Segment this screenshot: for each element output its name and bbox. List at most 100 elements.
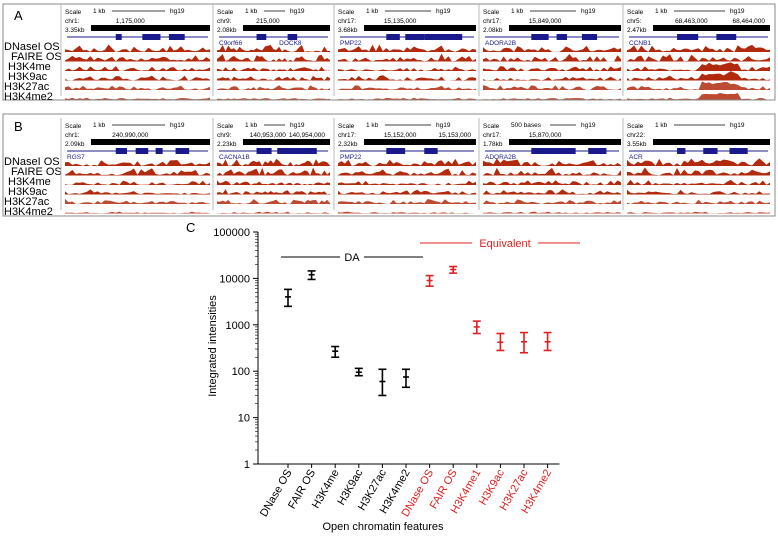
kb-label: 1 kb bbox=[655, 8, 668, 15]
signal-track bbox=[65, 97, 210, 100]
track-height-label: 2.47kb bbox=[627, 27, 647, 34]
genome-label: hg19 bbox=[290, 122, 305, 129]
signal-track bbox=[627, 167, 770, 176]
track-5: Scale chr5: 1 kb hg19 68,463,000 68,464,000 2.… bbox=[622, 4, 770, 100]
signal-track bbox=[65, 168, 210, 176]
error-bar bbox=[520, 331, 528, 354]
track-2: Scale chr9: 1 kb hg19 215,000 2.08kb C9orf66 DO… bbox=[212, 4, 330, 100]
gene-name-2: DOCK8 bbox=[279, 40, 302, 47]
y-tick-label: 100000 bbox=[213, 227, 250, 239]
scale-label: Scale bbox=[627, 123, 644, 130]
signal-track bbox=[65, 180, 210, 185]
exon bbox=[277, 148, 300, 154]
signal-track bbox=[65, 85, 210, 90]
scale-label: Scale bbox=[65, 123, 82, 130]
signal-track bbox=[483, 54, 621, 62]
signal-track bbox=[627, 71, 770, 81]
error-bar bbox=[449, 265, 458, 274]
kb-label: 1 kb bbox=[366, 122, 379, 129]
scale-label: Scale bbox=[65, 9, 82, 16]
signal-track bbox=[483, 66, 621, 71]
gene-name: ACR bbox=[629, 154, 643, 161]
signal-track bbox=[217, 167, 330, 176]
exon bbox=[424, 148, 438, 154]
panel-b-row-labels: DNaseI OS FAIRE OS H3K4me H3K9ac H3K27ac… bbox=[4, 156, 62, 218]
signal-track bbox=[483, 98, 621, 100]
signal-track bbox=[338, 168, 476, 176]
error-bar bbox=[496, 332, 505, 352]
x-axis-label: Open chromatin features bbox=[322, 521, 444, 533]
scale-label: Scale bbox=[338, 123, 355, 130]
signal-track bbox=[217, 199, 330, 204]
signal-track bbox=[627, 93, 770, 100]
panel-c-chart: Integrated intensities Open chromatin fe… bbox=[207, 227, 580, 533]
signal-track bbox=[217, 66, 330, 71]
signal-track bbox=[483, 45, 621, 52]
signal-track bbox=[65, 66, 210, 71]
x-tick-label: DNase OS bbox=[258, 468, 295, 520]
kb-label: 1 kb bbox=[245, 8, 258, 15]
signal-track bbox=[483, 199, 621, 204]
row-label-h3k4me2: H3K4me2 bbox=[4, 206, 53, 218]
chrom-label: chr5: bbox=[627, 18, 642, 25]
chrom-label: chr17: bbox=[338, 132, 356, 139]
equivalent-label: Equivalent bbox=[479, 238, 530, 250]
signal-track bbox=[627, 81, 770, 90]
chrom-label: chr17: bbox=[483, 132, 501, 139]
signal-track bbox=[483, 76, 621, 81]
exon bbox=[531, 148, 554, 154]
track-height-label: 2.09kb bbox=[65, 141, 85, 148]
kb-label: 1 kb bbox=[511, 8, 524, 15]
genome-label: hg19 bbox=[436, 8, 451, 15]
track-height-label: 3.35kb bbox=[65, 27, 85, 34]
gene-name: ADORA2B bbox=[485, 40, 516, 47]
gene-name: C9orf66 bbox=[219, 40, 243, 47]
signal-track bbox=[65, 44, 210, 52]
exon bbox=[175, 148, 190, 154]
exon bbox=[531, 34, 549, 40]
gene-name: CCNB1 bbox=[629, 40, 651, 47]
exon bbox=[256, 34, 267, 40]
exon bbox=[443, 34, 463, 40]
exon bbox=[588, 148, 607, 154]
signal-track bbox=[338, 158, 476, 166]
signal-track bbox=[627, 179, 770, 185]
signal-track bbox=[217, 211, 330, 214]
track-height-label: 2.23kb bbox=[217, 141, 237, 148]
exon bbox=[386, 34, 400, 40]
ruler-bar bbox=[509, 139, 621, 145]
track-height-label: 3.68kb bbox=[338, 27, 358, 34]
signal-track bbox=[627, 189, 770, 195]
kb-label: 500 bases bbox=[511, 122, 542, 129]
exon bbox=[550, 148, 574, 154]
signal-track bbox=[483, 167, 621, 176]
track-1: Scale chr1: 1 kb hg19 240,990,000 2.09kb RGS7 bbox=[60, 118, 210, 214]
gene-name: ADORA2B bbox=[485, 154, 516, 161]
chrom-label: chr17: bbox=[483, 18, 501, 25]
row-label-h3k27ac: H3K27ac bbox=[4, 81, 50, 93]
signal-track bbox=[217, 189, 330, 195]
exon bbox=[256, 148, 272, 154]
genome-label: hg19 bbox=[730, 8, 745, 15]
kb-label: 1 kb bbox=[655, 122, 668, 129]
track-4: Scale chr17: 500 bases hg19 15,870,000 1.78kb… bbox=[478, 118, 621, 214]
genome-label: hg19 bbox=[170, 122, 185, 129]
chrom-label: chr9: bbox=[217, 18, 232, 25]
exon bbox=[287, 34, 298, 40]
exon bbox=[716, 34, 737, 40]
signal-track bbox=[217, 54, 330, 62]
track-height-label: 1.78kb bbox=[483, 141, 503, 148]
exon bbox=[142, 34, 161, 40]
signal-track bbox=[483, 189, 621, 195]
error-bar bbox=[378, 368, 387, 397]
row-label-h3k9ac: H3K9ac bbox=[8, 71, 48, 83]
exon bbox=[569, 148, 576, 154]
genome-label: hg19 bbox=[436, 122, 451, 129]
genome-label: hg19 bbox=[170, 8, 185, 15]
track-3: Scale chr17: 1 kb hg19 15,135,000 3.68kb PMP22 bbox=[333, 4, 476, 100]
signal-track bbox=[338, 53, 476, 62]
row-label-h3k4me2: H3K4me2 bbox=[4, 91, 53, 103]
panel-a-frame bbox=[2, 3, 776, 101]
scale-label: Scale bbox=[217, 123, 234, 130]
